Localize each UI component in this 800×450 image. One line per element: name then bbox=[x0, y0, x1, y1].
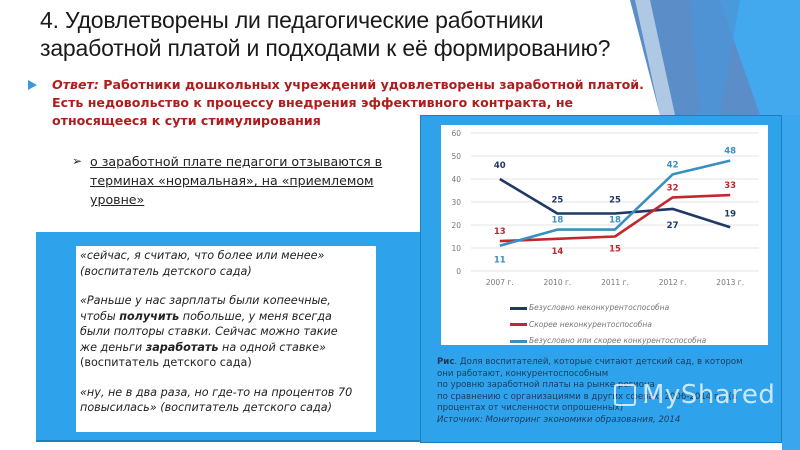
slide-title-line1: 4. Удовлетворены ли педагогические работ… bbox=[40, 7, 544, 33]
watermark: MyShared bbox=[614, 380, 775, 410]
arrow-bullet-icon: ➢ bbox=[72, 154, 83, 168]
slide-title: 4. Удовлетворены ли педагогические работ… bbox=[40, 6, 640, 62]
answer-text-line2: Есть недовольство к процессу внедрения э… bbox=[52, 95, 574, 110]
quote-2: «Раньше у нас зарплаты были копеечные, ч… bbox=[80, 293, 372, 371]
quote-2-line3: были полторы ставки. Сейчас можно такие bbox=[80, 325, 338, 338]
data-label: 14 bbox=[551, 247, 563, 257]
x-tick-label: 2013 г. bbox=[716, 278, 744, 287]
quote-1-text: «сейчас, я считаю, что более или менее» bbox=[80, 249, 325, 262]
y-tick-label: 10 bbox=[451, 244, 461, 253]
quote-2-line2c: побольше, у меня всегда bbox=[179, 309, 332, 323]
data-label: 25 bbox=[551, 196, 563, 206]
data-label: 11 bbox=[494, 256, 506, 266]
series-line bbox=[499, 177, 731, 229]
quote-3-line1: «ну, не в два раза, но где-то на процент… bbox=[80, 385, 353, 399]
legend-item-dark: Безусловно неконкурентоспособна bbox=[510, 300, 706, 317]
data-label: 32 bbox=[667, 183, 679, 193]
y-tick-label: 50 bbox=[451, 152, 461, 161]
y-tick-label: 30 bbox=[451, 198, 461, 207]
quote-2-bold-word1: получить bbox=[119, 309, 180, 323]
data-label: 18 bbox=[609, 216, 621, 226]
data-label: 25 bbox=[609, 196, 621, 206]
quote-3: «ну, не в два раза, но где-то на процент… bbox=[80, 385, 372, 416]
caption-line4: по сравнению с организациями в других сф… bbox=[437, 391, 737, 402]
triangle-bullet-icon bbox=[28, 80, 37, 90]
legend-item-red: Скорее неконкурентоспособна bbox=[510, 317, 706, 334]
watermark-text: MyShared bbox=[642, 380, 776, 410]
answer-text-line3: относящееся к сути стимулирования bbox=[52, 113, 321, 128]
sub-bullet-line3: уровне» bbox=[90, 192, 145, 207]
data-label: 33 bbox=[724, 181, 736, 191]
quote-2-line4c: на одной ставке» bbox=[218, 340, 326, 354]
x-tick-label: 2010 г. bbox=[544, 278, 572, 287]
line-chart: 0 10 20 30 40 50 60 2007 г. 2010 г. 2011 г. 2012 г… bbox=[441, 125, 768, 345]
watermark-logo-icon bbox=[614, 384, 636, 406]
chart-legend: Безусловно неконкурентоспособна Скорее н… bbox=[510, 300, 706, 350]
y-tick-label: 60 bbox=[451, 129, 461, 138]
quote-3-line2: повысилась» (воспитатель детского сада) bbox=[80, 401, 332, 414]
x-tick-label: 2007 г. bbox=[486, 278, 514, 287]
sub-bullet: ➢ о заработной плате педагоги отзываются… bbox=[72, 152, 402, 209]
data-label: 15 bbox=[609, 245, 621, 255]
legend-label-red: Скорее неконкурентоспособна bbox=[529, 319, 652, 329]
sub-bullet-line2: терминах «нормальная», на «приемлемом bbox=[90, 173, 374, 188]
caption-line2: они работают, конкурентоспособным bbox=[437, 368, 609, 379]
legend-swatch-dark bbox=[510, 306, 527, 310]
x-tick-label: 2012 г. bbox=[659, 278, 687, 287]
series-line bbox=[499, 159, 731, 247]
legend-swatch-teal bbox=[510, 339, 527, 343]
data-label: 13 bbox=[494, 227, 506, 237]
data-label: 40 bbox=[494, 161, 506, 171]
quote-1-author: (воспитатель детского сада) bbox=[80, 264, 252, 278]
legend-label-dark: Безусловно неконкурентоспособна bbox=[529, 303, 670, 312]
answer-text-line1: Работники дошкольных учреждений удовлетв… bbox=[98, 77, 644, 92]
y-tick-label: 40 bbox=[451, 175, 461, 184]
answer-bullet: Ответ: Работники дошкольных учреждений у… bbox=[28, 76, 668, 130]
data-label: 19 bbox=[724, 209, 736, 219]
y-tick-label: 20 bbox=[451, 221, 461, 230]
legend-item-teal: Безусловно или скорее конкурентоспособна bbox=[510, 333, 706, 350]
quote-2-line1: «Раньше у нас зарплаты были копеечные, bbox=[80, 294, 331, 307]
caption-label: Рис bbox=[437, 357, 455, 367]
caption-source: Источник: Мониторинг экономики образован… bbox=[437, 414, 681, 425]
y-tick-label: 0 bbox=[456, 267, 461, 276]
quote-2-author: (воспитатель детского сада) bbox=[80, 356, 252, 369]
quotes-box: «сейчас, я считаю, что более или менее» … bbox=[76, 246, 376, 432]
answer-label: Ответ: bbox=[52, 77, 99, 92]
series-line bbox=[499, 193, 731, 243]
data-label: 42 bbox=[667, 160, 679, 170]
sub-bullet-line1: о заработной плате педагоги отзываются в bbox=[90, 154, 383, 169]
line-chart-plot: 0 10 20 30 40 50 60 2007 г. 2010 г. 2011 г. 2012 г… bbox=[451, 129, 759, 287]
quote-1: «сейчас, я считаю, что более или менее» … bbox=[80, 248, 372, 279]
quote-2-bold-word2: заработать bbox=[145, 340, 219, 354]
quote-2-line2a: чтобы bbox=[80, 309, 120, 323]
data-label: 18 bbox=[551, 216, 563, 226]
slide-title-line2: заработной платой и подходами к её форми… bbox=[40, 35, 611, 61]
legend-swatch-red bbox=[510, 323, 527, 327]
legend-label-teal: Безусловно или скорее конкурентоспособна bbox=[529, 336, 707, 345]
quote-2-line4a: же деньги bbox=[80, 340, 146, 354]
data-label: 27 bbox=[667, 221, 679, 231]
caption-line1: . Доля воспитателей, которые считают дет… bbox=[454, 357, 743, 367]
caption-line3: по уровню заработной платы на рынке реги… bbox=[437, 380, 655, 391]
x-tick-label: 2011 г. bbox=[601, 278, 629, 287]
caption-line5: процентах от численности опрошенных) bbox=[437, 403, 624, 414]
data-label: 48 bbox=[724, 147, 736, 157]
figure-caption: Рис. Доля воспитателей, которые считают … bbox=[437, 357, 772, 427]
